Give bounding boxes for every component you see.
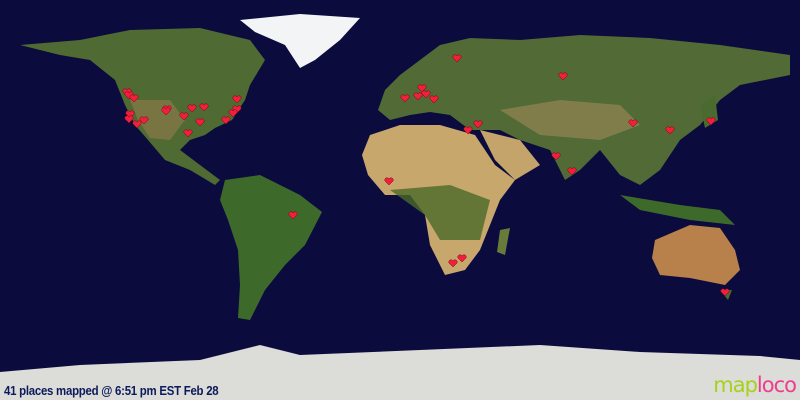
heart-icon[interactable]	[665, 126, 675, 135]
heart-icon[interactable]	[400, 94, 410, 103]
heart-icon[interactable]	[706, 117, 716, 126]
heart-icon[interactable]	[551, 152, 561, 161]
heart-icon[interactable]	[183, 129, 193, 138]
south-america	[220, 175, 322, 320]
heart-icon[interactable]	[567, 167, 577, 176]
heart-icon[interactable]	[161, 107, 171, 116]
logo-map: map	[713, 373, 758, 397]
heart-icon[interactable]	[228, 109, 238, 118]
heart-icon[interactable]	[199, 103, 209, 112]
heart-icon[interactable]	[129, 94, 139, 103]
heart-icon[interactable]	[132, 120, 142, 129]
australia	[652, 225, 740, 285]
heart-icon[interactable]	[195, 118, 205, 127]
heart-icon[interactable]	[413, 92, 423, 101]
heart-icon[interactable]	[384, 177, 394, 186]
heart-icon[interactable]	[232, 95, 242, 104]
heart-icon[interactable]	[232, 105, 242, 114]
heart-icon[interactable]	[463, 126, 473, 135]
heart-icon[interactable]	[124, 115, 134, 124]
heart-icon[interactable]	[473, 120, 483, 129]
heart-icon[interactable]	[417, 84, 427, 93]
antarctica	[0, 345, 800, 400]
heart-icon[interactable]	[179, 112, 189, 121]
heart-icon[interactable]	[720, 288, 730, 297]
heart-icon[interactable]	[452, 54, 462, 63]
maploco-logo[interactable]: maploco	[713, 373, 797, 397]
heart-icon[interactable]	[124, 91, 134, 100]
heart-icon[interactable]	[221, 116, 231, 125]
heart-icon[interactable]	[457, 254, 467, 263]
places-mapped-caption: 41 places mapped @ 6:51 pm EST Feb 28	[4, 383, 219, 398]
greenland	[240, 14, 360, 68]
heart-icon[interactable]	[421, 90, 431, 99]
heart-icon[interactable]	[139, 116, 149, 125]
heart-icon[interactable]	[187, 104, 197, 113]
heart-icon[interactable]	[429, 95, 439, 104]
heart-icon[interactable]	[628, 119, 638, 128]
heart-icon[interactable]	[558, 72, 568, 81]
heart-icon[interactable]	[125, 110, 135, 119]
heart-icon[interactable]	[448, 259, 458, 268]
heart-icon[interactable]	[288, 211, 298, 220]
logo-loco: loco	[756, 373, 797, 397]
place-markers	[122, 54, 730, 297]
